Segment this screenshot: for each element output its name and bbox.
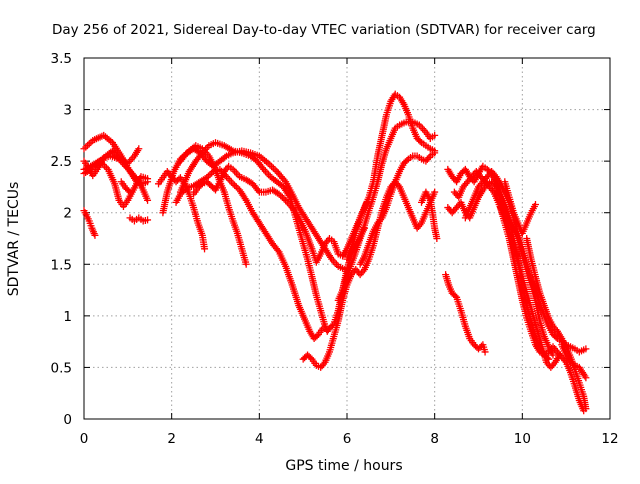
series-track-4 (80, 147, 152, 204)
y-tick-label: 3 (63, 103, 72, 119)
data-point (125, 187, 133, 195)
y-tick-label: 0 (63, 412, 72, 428)
chart-title: Day 256 of 2021, Sidereal Day-to-day VTE… (52, 22, 596, 38)
data-point (274, 246, 282, 254)
series-track-5 (117, 178, 134, 196)
data-point (481, 348, 489, 356)
data-point (582, 345, 590, 353)
series-track-27 (558, 341, 590, 382)
data-point (416, 137, 424, 145)
series-track-24 (501, 178, 539, 237)
data-point (242, 260, 250, 268)
data-point (531, 200, 539, 208)
data-point (90, 162, 98, 170)
series-track-6 (126, 214, 152, 225)
data-point (221, 153, 229, 161)
series-track-19 (442, 271, 489, 356)
data-point (431, 149, 439, 157)
data-point (549, 351, 557, 359)
data-point (277, 192, 285, 200)
y-tick-label: 1.5 (51, 257, 72, 273)
tick-labels: 0 2 4 6 8 10 12 0 0.5 1 1.5 2 2.5 3 3.5 (51, 51, 619, 447)
series-track-16 (343, 90, 439, 263)
x-tick-label: 4 (255, 431, 264, 447)
y-tick-label: 1 (63, 309, 72, 325)
y-tick-label: 3.5 (51, 51, 72, 67)
series-track-12 (172, 165, 327, 343)
y-tick-label: 2.5 (51, 154, 72, 170)
data-point (203, 174, 211, 182)
data-point (275, 190, 283, 198)
data-point (133, 176, 141, 184)
data-point (278, 193, 286, 201)
data-point (451, 292, 459, 300)
data-point (206, 171, 214, 179)
x-axis-label: GPS time / hours (285, 458, 402, 474)
data-point (582, 405, 590, 413)
data-point (88, 164, 96, 172)
x-tick-label: 0 (80, 431, 89, 447)
axes (83, 57, 611, 420)
series-track-13 (176, 145, 349, 273)
data-point (232, 183, 240, 191)
data-point (254, 186, 262, 194)
y-tick-label: 2 (63, 206, 72, 222)
data-point (403, 156, 411, 164)
x-tick-label: 6 (343, 431, 352, 447)
data-point (181, 186, 189, 194)
data-point (433, 235, 441, 242)
series-track-17 (356, 149, 439, 268)
data-point (92, 161, 100, 169)
data-points (80, 90, 590, 415)
data-point (180, 187, 188, 195)
data-point (280, 195, 288, 203)
data-point (204, 172, 212, 180)
data-point (582, 374, 590, 382)
data-point (144, 175, 152, 183)
data-point (144, 196, 152, 204)
x-tick-label: 12 (601, 431, 618, 447)
x-tick-label: 10 (514, 431, 531, 447)
y-tick-label: 0.5 (51, 360, 72, 376)
data-point (178, 189, 186, 197)
data-point (431, 131, 439, 139)
data-point (91, 231, 99, 239)
data-point (208, 169, 216, 177)
data-point (144, 216, 152, 224)
series-track-18 (418, 188, 441, 242)
y-axis-label: SDTVAR / TECUs (6, 182, 22, 297)
data-point (231, 181, 239, 189)
data-point (176, 190, 184, 198)
series-track-7 (80, 207, 99, 239)
data-point (87, 165, 95, 173)
data-point (126, 188, 134, 196)
data-point (431, 188, 439, 196)
x-tick-label: 8 (430, 431, 439, 447)
data-point (201, 245, 209, 253)
x-tick-label: 2 (167, 431, 176, 447)
data-point (135, 145, 143, 153)
data-point (229, 180, 237, 188)
data-point (319, 324, 327, 332)
data-point (341, 265, 349, 273)
